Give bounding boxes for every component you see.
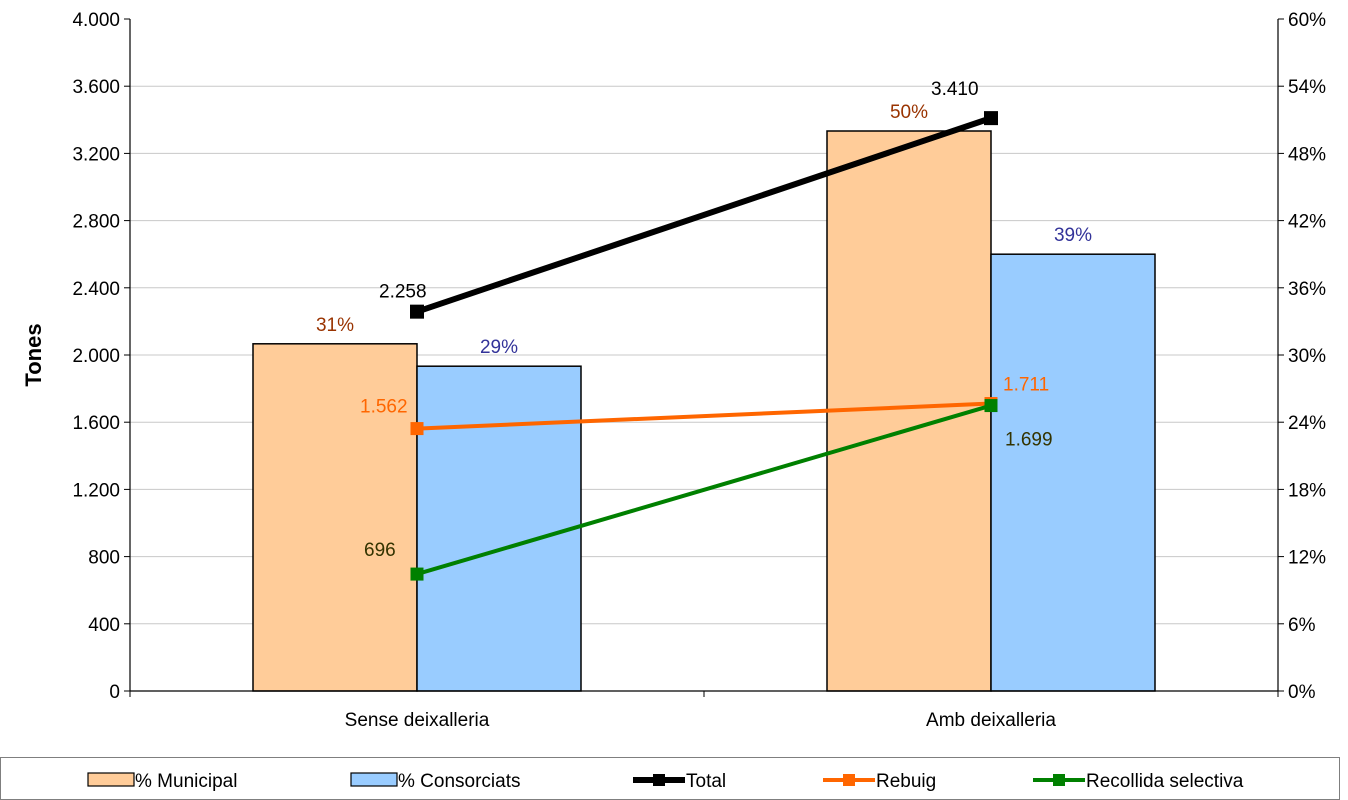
left-tick-label: 2.800 (72, 212, 120, 233)
series-line (416, 403, 992, 576)
left-tick-label: 800 (88, 548, 120, 569)
bar-data-label: 29% (480, 337, 518, 358)
legend-swatch (87, 772, 135, 787)
left-tick-label: 1.200 (72, 480, 120, 501)
left-tick-label: 3.200 (72, 144, 120, 165)
legend-marker (1053, 774, 1065, 786)
bar-series (252, 130, 1156, 692)
right-tick-label: 36% (1288, 279, 1326, 300)
legend-swatch (350, 772, 398, 787)
bar (252, 343, 418, 692)
legend-marker (653, 774, 665, 786)
left-tick-label: 2.000 (72, 346, 120, 367)
series-line (416, 401, 992, 431)
bar-data-label: 50% (890, 102, 928, 123)
bar-data-label: 31% (316, 315, 354, 336)
left-tick-label: 400 (88, 615, 120, 636)
right-tick-label: 60% (1288, 10, 1326, 31)
right-tick-label: 54% (1288, 77, 1326, 98)
legend-label: Recollida selectiva (1086, 771, 1244, 792)
category-label: Sense deixalleria (345, 710, 490, 731)
right-tick-label: 30% (1288, 346, 1326, 367)
line-data-label: 696 (364, 540, 396, 561)
left-tick-label: 3.600 (72, 77, 120, 98)
right-tick-label: 24% (1288, 413, 1326, 434)
legend-label: % Consorciats (398, 771, 521, 792)
left-tick-label: 2.400 (72, 279, 120, 300)
line-series (410, 111, 998, 581)
bar-data-label: 39% (1054, 225, 1092, 246)
left-tick-label: 4.000 (72, 10, 120, 31)
right-tick-label: 12% (1288, 548, 1326, 569)
line-data-label: 3.410 (931, 79, 979, 100)
right-tick-label: 42% (1288, 212, 1326, 233)
line-data-label: 1.562 (360, 397, 408, 418)
data-labels: 31% 50% 29% 39% 2.258 3.410 1.562 1.711 696 1.699 (316, 79, 1092, 561)
legend-label: Rebuig (876, 771, 936, 792)
left-tick-label: 1.600 (72, 413, 120, 434)
right-tick-label: 0% (1288, 682, 1316, 703)
right-tick-label: 48% (1288, 144, 1326, 165)
series-line (416, 115, 992, 315)
line-point-marker (984, 399, 998, 413)
axes: 0 400 800 1.200 1.600 2.000 2.400 2.800 3.200 3.6… (72, 10, 1326, 731)
line-point-marker (984, 111, 998, 126)
bar (990, 253, 1156, 692)
line-data-label: 2.258 (379, 282, 427, 303)
line-data-label: 1.711 (1003, 375, 1049, 396)
line-point-marker (410, 422, 424, 436)
legend: % Municipal % Consorciats Total Rebuig Recol… (0, 757, 1340, 800)
line-point-marker (410, 304, 424, 319)
right-tick-label: 6% (1288, 615, 1316, 636)
line-point-marker (410, 567, 424, 581)
legend-marker (843, 774, 855, 786)
category-label: Amb deixalleria (926, 710, 1056, 731)
left-tick-label: 0 (109, 682, 120, 703)
line-data-label: 1.699 (1005, 430, 1053, 451)
right-tick-label: 18% (1288, 480, 1326, 501)
y-axis-title: Tones (21, 323, 46, 386)
bar (416, 365, 582, 692)
legend-label: Total (686, 771, 726, 792)
legend-label: % Municipal (135, 771, 237, 792)
